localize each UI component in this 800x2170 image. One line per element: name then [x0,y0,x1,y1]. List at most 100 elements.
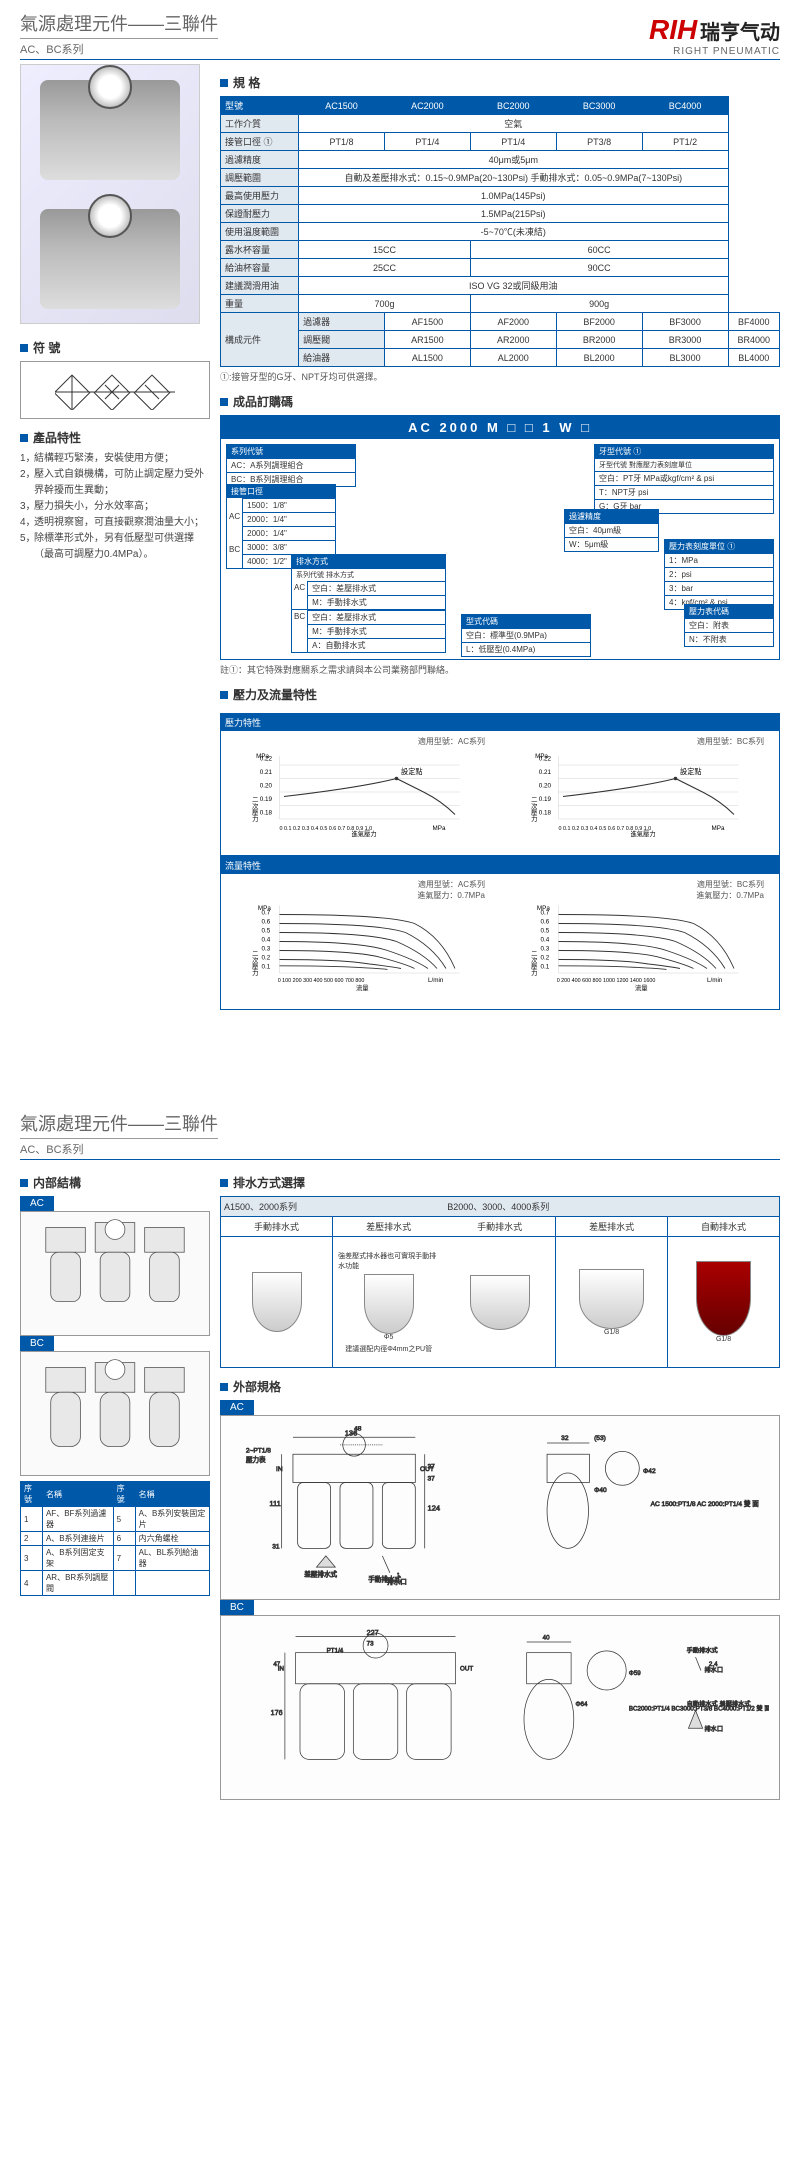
svg-text:二次壓力: 二次壓力 [530,951,537,977]
svg-text:47: 47 [273,1661,280,1668]
tag-bc: BC [20,1336,54,1351]
svg-text:0.5: 0.5 [541,928,550,935]
svg-text:48: 48 [354,1426,362,1433]
svg-text:0.21: 0.21 [260,769,273,776]
svg-text:Φ64: Φ64 [576,1701,588,1708]
pressure-curve-bc: 設定點 0.220.210.200.190.18 MPa 0 0.1 0.2 0… [505,747,774,837]
svg-text:0.5: 0.5 [262,928,271,935]
section-symbol: 符 號 [20,339,210,356]
svg-text:PT1/4: PT1/4 [327,1648,344,1655]
svg-text:0.20: 0.20 [539,783,552,790]
external-spec-bc: 227 73 PT1/4 IN OUT 176 47 40 Φ64 Φ59 [220,1615,780,1800]
svg-text:0.6: 0.6 [262,919,271,926]
svg-text:0.18: 0.18 [539,810,552,817]
svg-text:227: 227 [367,1629,379,1637]
svg-text:0.19: 0.19 [539,796,552,803]
svg-text:排水口: 排水口 [704,1725,723,1733]
svg-text:流量: 流量 [635,983,648,991]
svg-text:L/min: L/min [428,977,444,984]
svg-text:手動排水式: 手動排水式 [687,1647,719,1655]
svg-text:設定點: 設定點 [680,767,702,776]
flow-curve-ac: 0.70.60.50.40.30.20.1 MPa 0 100 200 300 … [226,901,495,991]
svg-text:73: 73 [367,1641,374,1648]
section-order: 成品訂購碼 [220,393,780,410]
order-code-display: AC 2000 M □ □ 1 W □ [221,416,779,439]
feature-item: 壓入式自鎖機構，可防止調定壓力受外界幹擾而生異動； [20,467,210,499]
svg-text:0.6: 0.6 [541,919,550,926]
flow-curve-bc: 0.70.60.50.40.30.20.1 MPa 0 200 400 600 … [505,901,774,991]
svg-text:0.4: 0.4 [541,937,550,944]
svg-text:OUT: OUT [460,1665,473,1672]
svg-text:0.18: 0.18 [260,810,273,817]
external-spec-ac: 136 48 2~PT1/8 壓力表 IN OUT 111 31 124 37 … [220,1415,780,1600]
svg-text:0.2: 0.2 [262,955,271,962]
svg-text:Φ59: Φ59 [629,1670,641,1677]
page-title: 氣源處理元件——三聯件 [20,10,218,36]
svg-text:0.2: 0.2 [541,955,550,962]
svg-text:流量: 流量 [356,983,369,991]
svg-text:↑: ↑ [396,1572,399,1579]
svg-text:111: 111 [269,1499,280,1508]
drain-selection-table: A1500、2000系列 手動排水式 差壓排水式 強差壓式排水器也可實現手動排水… [220,1196,780,1368]
svg-text:176: 176 [271,1709,283,1717]
pressure-curve-ac: 設定點 0.220.210.200.190.18 MPa 0 0.1 0.2 0… [226,747,495,837]
feature-item: 壓力損失小，分水效率高； [20,499,210,515]
page-title-2: 氣源處理元件——三聯件 [20,1110,218,1136]
svg-text:MPa: MPa [535,753,548,760]
order-note: 註①：其它特殊對應關系之需求請與本公司業務部門聯絡。 [220,663,780,676]
section-internal: 内部結構 [20,1174,210,1191]
svg-text:0.4: 0.4 [262,937,271,944]
svg-text:MPa: MPa [258,905,271,912]
spec-note: ①:接管牙型的G牙、NPT牙均可供選擇。 [220,370,780,383]
pressure-chart: 壓力特性 適用型號：AC系列 設定點 0.220.210.200.190.18 [220,713,780,856]
svg-text:二次壓力: 二次壓力 [530,797,537,823]
svg-text:Φ42: Φ42 [643,1468,656,1475]
internal-structure-ac [20,1211,210,1336]
svg-text:L/min: L/min [707,977,723,984]
svg-text:0.19: 0.19 [260,796,273,803]
spec-table: 型號AC1500AC2000BC2000BC3000BC4000工作介質空氣接管… [220,96,780,367]
svg-text:進氣壓力: 進氣壓力 [352,829,377,837]
svg-text:124: 124 [428,1504,441,1513]
svg-text:37: 37 [428,1476,436,1483]
svg-text:0 100 200 300 400 500 600 700: 0 100 200 300 400 500 600 700 800 [278,978,365,984]
ext-tag-ac: AC [220,1400,254,1415]
svg-text:(53): (53) [594,1435,606,1442]
logo-en: RIGHT PNEUMATIC [649,46,780,57]
order-code-block: AC 2000 M □ □ 1 W □ 系列代號AC：A系列調理組合BC：B系列… [220,415,780,660]
feature-item: 除標準形式外，另有低壓型可供選擇（最高可調壓力0.4MPa）。 [20,531,210,563]
svg-text:二次壓力: 二次壓力 [251,951,258,977]
logo-cn: 瑞亨气动 [700,22,780,44]
series-subtitle-2: AC、BC系列 [20,1138,218,1157]
series-subtitle: AC、BC系列 [20,38,218,57]
svg-text:自動排水式 差壓排水式: 自動排水式 差壓排水式 [687,1700,752,1708]
svg-text:AC 1500:PT1/8 AC 2000:PT1/4 雙: AC 1500:PT1/8 AC 2000:PT1/4 雙 面 [651,1499,760,1508]
svg-text:排水口: 排水口 [387,1577,407,1586]
flow-chart: 流量特性 適用型號：AC系列 進氣壓力：0.7MPa [220,856,780,1010]
product-image [20,64,200,324]
section-features: 產品特性 [20,429,210,446]
svg-text:0.1: 0.1 [262,964,271,971]
svg-text:二次壓力: 二次壓力 [251,797,258,823]
svg-text:37: 37 [428,1463,436,1470]
parts-list-table: 序號名稱序號名稱1AF、BF系列過濾器5A、B系列安裝固定片2A、B系列連接片6… [20,1481,210,1596]
logo-mark: RIH [649,14,697,46]
svg-text:設定點: 設定點 [401,767,423,776]
ext-tag-bc: BC [220,1600,254,1615]
svg-text:進氣壓力: 進氣壓力 [631,829,656,837]
svg-text:差壓排水式: 差壓排水式 [304,1570,337,1579]
svg-text:40: 40 [543,1634,550,1641]
svg-text:MPa: MPa [712,825,725,832]
internal-structure-bc [20,1351,210,1476]
svg-text:32: 32 [561,1435,569,1442]
svg-text:0 200 400 600 800 1000 1200 14: 0 200 400 600 800 1000 1200 1400 1600 [557,978,656,984]
feature-item: 透明視察窗，可直接觀察潤油量大小； [20,515,210,531]
svg-text:Φ40: Φ40 [594,1487,607,1494]
svg-text:0.3: 0.3 [262,946,271,953]
svg-text:0.1: 0.1 [541,964,550,971]
tag-ac: AC [20,1196,54,1211]
svg-text:0.21: 0.21 [539,769,552,776]
svg-text:MPa: MPa [537,905,550,912]
features-list: 結構輕巧緊湊，安裝使用方便； 壓入式自鎖機構，可防止調定壓力受外界幹擾而生異動；… [20,451,210,563]
brand-logo: RIH 瑞亨气动 RIGHT PNEUMATIC [649,14,780,57]
